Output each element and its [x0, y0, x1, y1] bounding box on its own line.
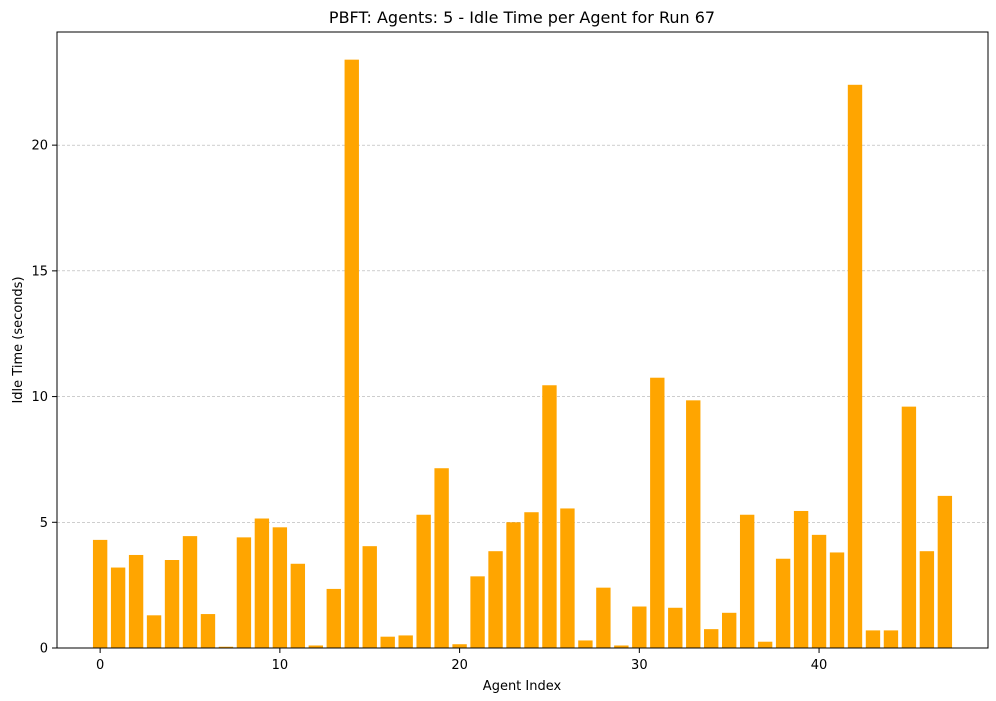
bar-agent-22: [488, 551, 503, 648]
bar-agent-12: [308, 645, 323, 648]
bars: [92, 59, 953, 649]
chart-title: PBFT: Agents: 5 - Idle Time per Agent fo…: [329, 8, 715, 27]
gridlines: [57, 144, 988, 523]
bar-agent-33: [686, 400, 701, 648]
x-axis-ticks: 0 10 20 30 40: [96, 648, 827, 673]
y-axis-title: Idle Time (seconds): [11, 276, 26, 403]
bar-agent-7: [218, 646, 234, 648]
bar-agent-2: [128, 554, 144, 648]
bar-agent-3: [146, 615, 162, 648]
x-axis-title: Agent Index: [483, 679, 562, 694]
bar-agent-0: [92, 539, 108, 648]
bar-agent-13: [326, 588, 341, 648]
bar-agent-9: [254, 518, 270, 648]
bar-agent-28: [596, 587, 611, 648]
y-tick-label: 5: [40, 516, 48, 531]
bar-agent-29: [614, 645, 629, 648]
x-tick-label: 20: [451, 658, 468, 673]
bar-agent-38: [775, 558, 791, 648]
bar-agent-16: [380, 636, 395, 648]
bar-agent-17: [398, 635, 413, 648]
bar-agent-25: [542, 385, 557, 648]
bar-agent-40: [811, 534, 827, 648]
bar-agent-34: [704, 629, 719, 648]
bar-agent-14: [344, 59, 359, 648]
bar-agent-19: [434, 468, 449, 648]
y-axis-ticks: 0 5 10 15 20: [31, 139, 57, 657]
bar-agent-30: [632, 606, 647, 648]
x-tick-label: 0: [96, 658, 104, 673]
y-tick-label: 10: [31, 390, 48, 405]
bar-agent-32: [668, 607, 683, 648]
bar-agent-11: [290, 563, 306, 648]
bar-agent-36: [739, 514, 755, 648]
bar-agent-41: [829, 552, 845, 648]
bar-agent-46: [919, 551, 935, 648]
bar-agent-24: [524, 512, 539, 648]
bar-agent-35: [722, 612, 737, 648]
bar-agent-47: [937, 495, 953, 648]
y-tick-label: 0: [40, 642, 48, 657]
bar-agent-37: [757, 641, 773, 648]
bar-agent-39: [793, 510, 809, 648]
y-tick-label: 15: [31, 264, 48, 279]
bar-agent-5: [182, 536, 198, 648]
bar-agent-8: [236, 537, 252, 648]
bar-agent-43: [865, 630, 881, 648]
bar-agent-10: [272, 527, 288, 648]
bar-agent-44: [883, 630, 899, 648]
bar-agent-23: [506, 522, 521, 648]
bar-agent-26: [560, 508, 575, 648]
bar-agent-18: [416, 514, 431, 648]
bar-agent-1: [110, 567, 126, 648]
plot-frame: [56, 31, 989, 649]
bar-agent-27: [578, 640, 593, 648]
y-tick-label: 20: [31, 139, 48, 154]
bar-agent-31: [650, 377, 665, 648]
x-tick-label: 10: [272, 658, 289, 673]
x-tick-label: 30: [631, 658, 648, 673]
x-tick-label: 40: [811, 658, 828, 673]
bar-agent-42: [847, 84, 863, 649]
bar-agent-20: [452, 644, 467, 648]
bar-agent-45: [901, 406, 917, 648]
bar-agent-15: [362, 546, 377, 648]
bar-agent-4: [164, 560, 180, 648]
bar-agent-6: [200, 614, 216, 648]
bar-agent-21: [470, 576, 485, 648]
